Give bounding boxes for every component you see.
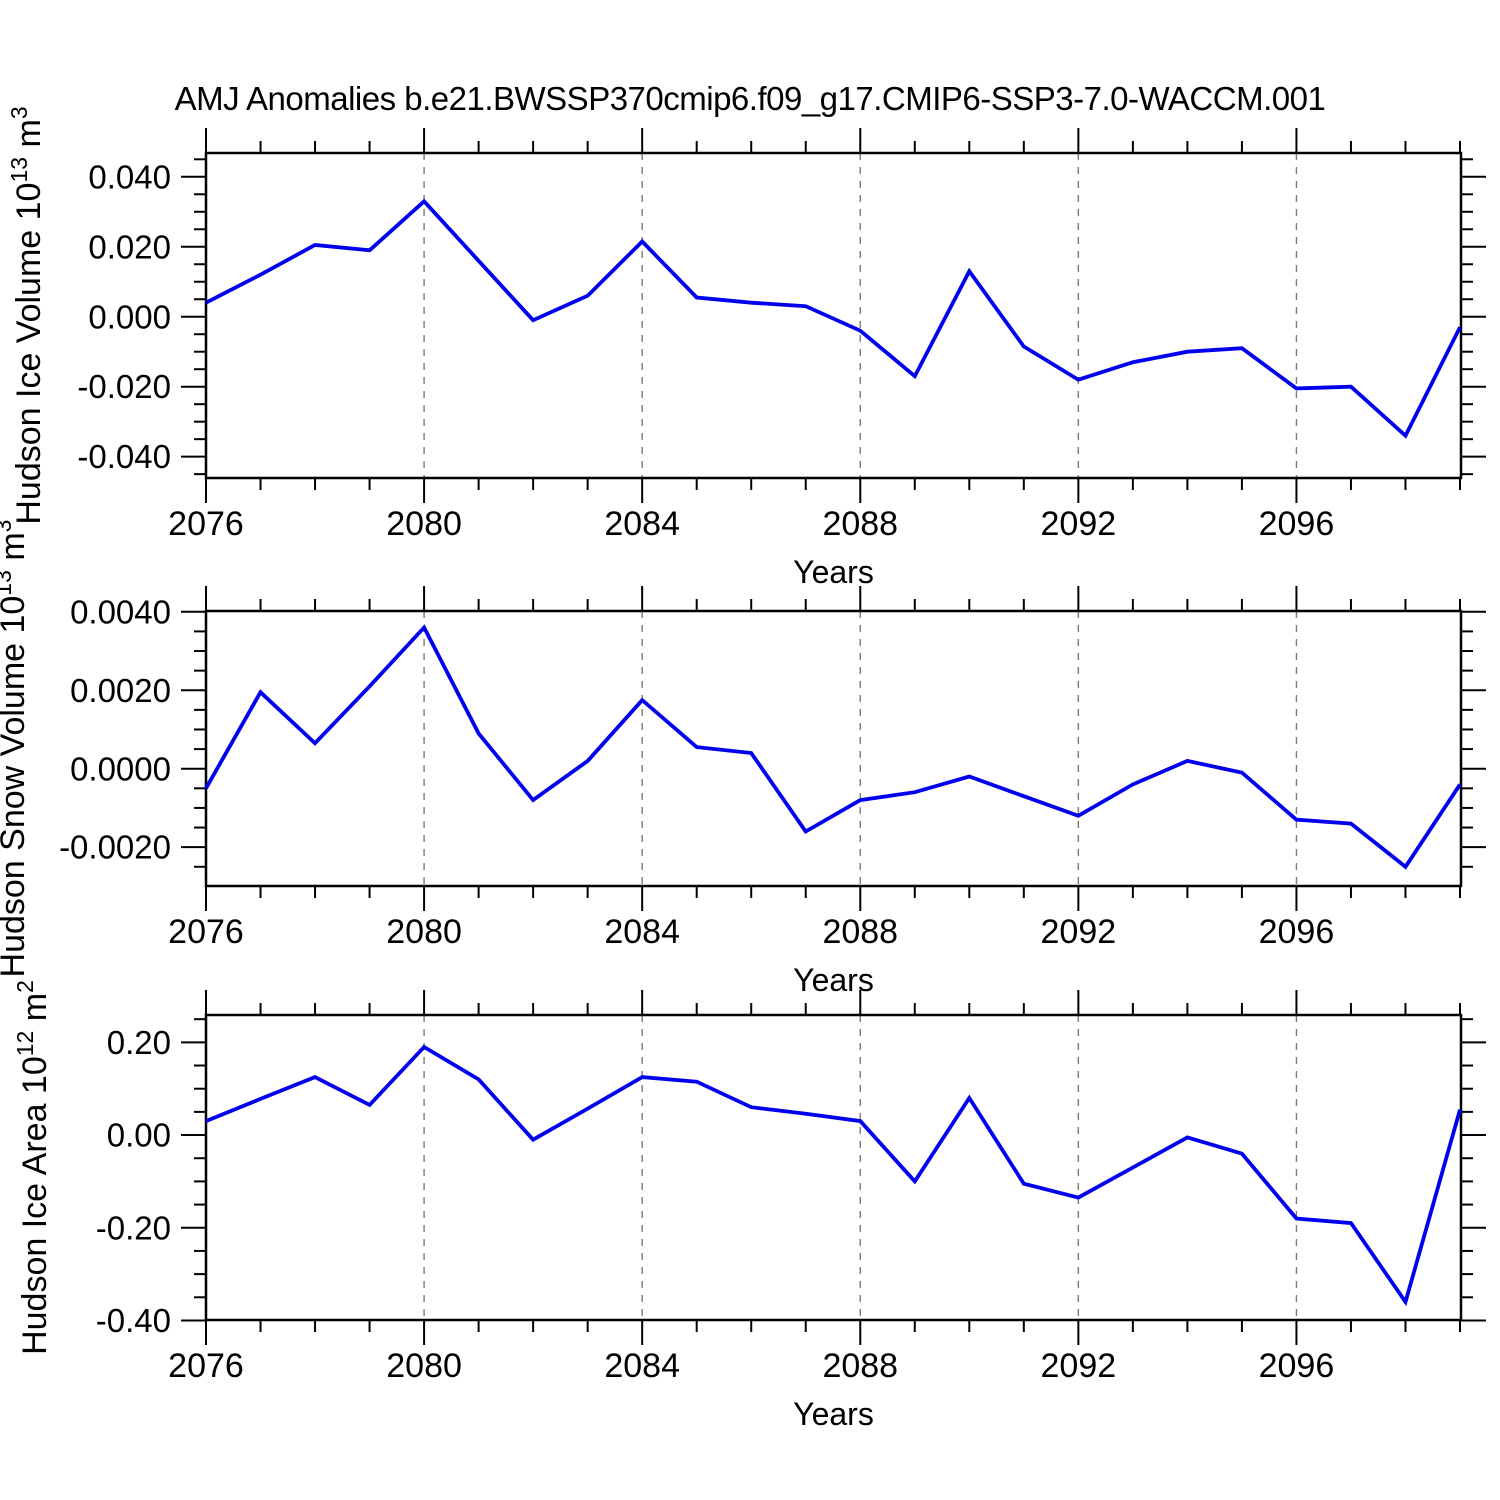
y-tick-label: -0.40	[96, 1302, 171, 1339]
x-tick-label: 2076	[168, 913, 244, 951]
x-tick-label: 2092	[1041, 913, 1117, 951]
y-tick-label: 0.020	[88, 228, 171, 265]
data-line-hudson-snow-volume	[204, 624, 1462, 870]
x-axis-label: Years	[793, 1396, 874, 1432]
y-tick-label: 0.00	[107, 1117, 171, 1154]
y-axis-label: Hudson Ice Volume 1013 m3	[6, 106, 48, 524]
y-tick-label: 0.0000	[70, 750, 171, 787]
x-tick-label: 2092	[1041, 1347, 1117, 1385]
x-axis-label: Years	[793, 554, 874, 590]
x-tick-label: 2096	[1259, 1347, 1335, 1385]
y-axis-label: Hudson Snow Volume 1013 m3	[0, 520, 32, 978]
x-tick-label: 2084	[604, 1347, 680, 1385]
data-line-hudson-ice-area	[205, 1044, 1462, 1307]
y-tick-label: -0.020	[77, 368, 171, 405]
y-tick-label: 0.0040	[70, 593, 171, 630]
panel-hudson-ice-area: 0.20 0.00 -0.20 -0.40 2076 2080 2084 2088 2092 20…	[12, 980, 1486, 1432]
y-tick-label: -0.040	[77, 438, 171, 475]
y-tick-label: -0.20	[96, 1209, 171, 1246]
y-tick-label: 0.20	[107, 1024, 171, 1061]
x-tick-label: 2096	[1259, 913, 1335, 951]
data-line-hudson-ice-volume	[205, 198, 1462, 439]
x-tick-label: 2084	[604, 505, 680, 543]
x-tick-label: 2096	[1259, 505, 1335, 543]
figure-title: AMJ Anomalies b.e21.BWSSP370cmip6.f09_g1…	[174, 80, 1326, 117]
x-tick-label: 2088	[822, 913, 898, 951]
x-tick-label: 2088	[822, 1347, 898, 1385]
x-tick-label: 2080	[386, 505, 462, 543]
x-tick-label: 2076	[168, 505, 244, 543]
y-tick-label: 0.040	[88, 158, 171, 195]
y-tick-label: 0.0020	[70, 672, 171, 709]
y-axis-label: Hudson Ice Area 1012 m2	[12, 980, 54, 1355]
plot-frame	[204, 609, 1463, 888]
x-axis-label: Years	[793, 962, 874, 998]
plot-frame	[204, 151, 1463, 480]
x-tick-label: 2092	[1041, 505, 1117, 543]
x-tick-label: 2088	[822, 505, 898, 543]
x-tick-label: 2076	[168, 1347, 244, 1385]
plot-frame	[204, 1013, 1463, 1322]
panel-hudson-ice-volume: 0.040 0.020 0.000 -0.020 -0.040 2076 2080 2084 2…	[6, 106, 1486, 590]
panel-hudson-snow-volume: 0.0040 0.0020 0.0000 -0.0020 2076 2080 2084 208…	[0, 520, 1486, 998]
x-tick-label: 2080	[386, 913, 462, 951]
x-tick-label: 2080	[386, 1347, 462, 1385]
x-tick-label: 2084	[604, 913, 680, 951]
y-tick-label: 0.000	[88, 298, 171, 335]
y-tick-label: -0.0020	[59, 829, 171, 866]
